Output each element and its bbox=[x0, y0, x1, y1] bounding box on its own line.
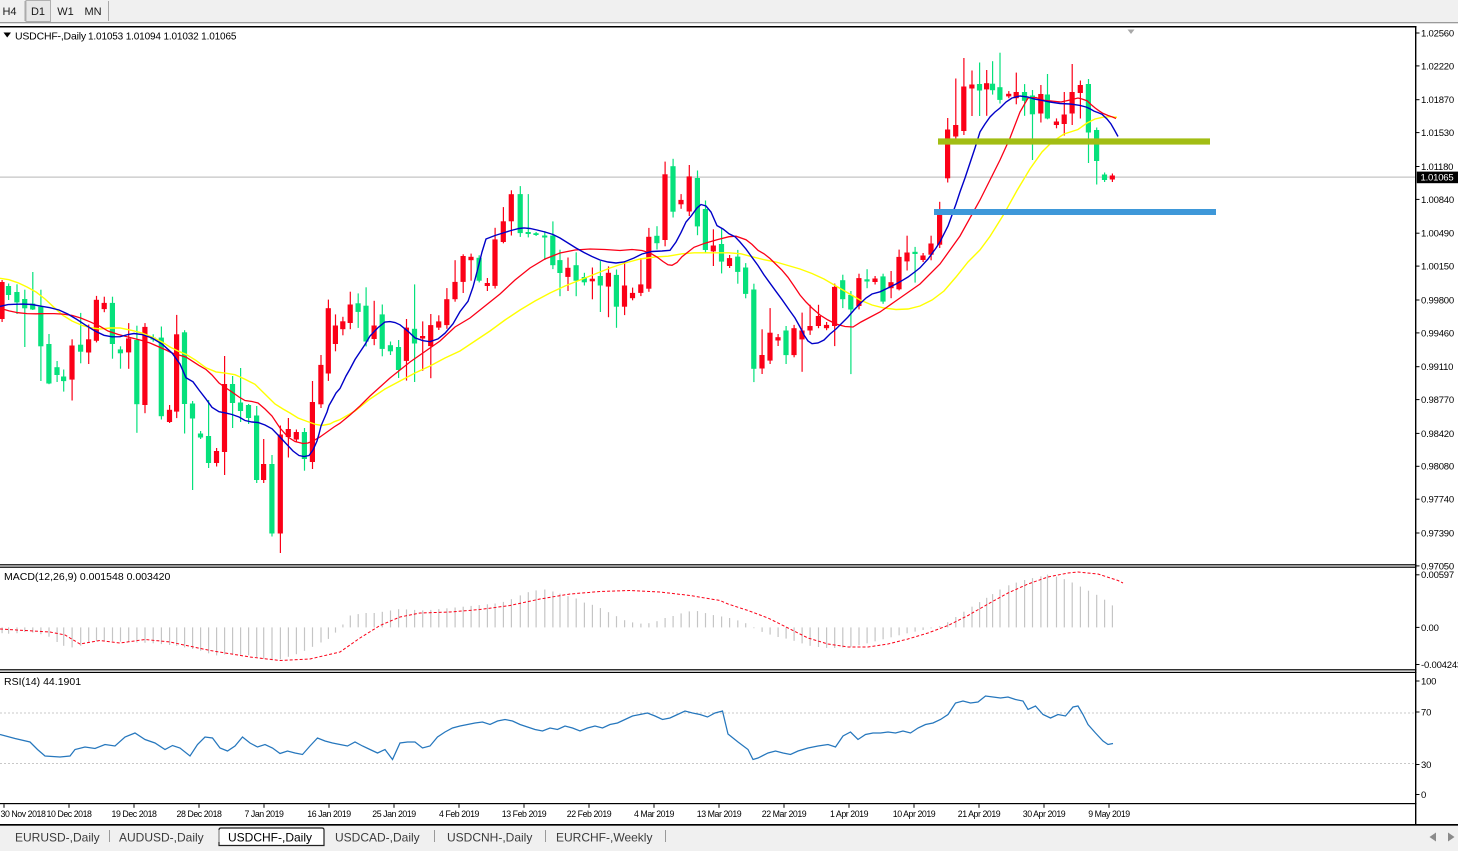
svg-text:EURCHF-,Weekly: EURCHF-,Weekly bbox=[556, 831, 652, 845]
svg-text:0.97050: 0.97050 bbox=[1421, 561, 1454, 572]
svg-text:0.97740: 0.97740 bbox=[1421, 495, 1454, 506]
svg-text:EURUSD-,Daily: EURUSD-,Daily bbox=[15, 831, 100, 845]
svg-text:1.02220: 1.02220 bbox=[1421, 61, 1454, 72]
svg-text:0.97390: 0.97390 bbox=[1421, 528, 1454, 539]
svg-text:0.99110: 0.99110 bbox=[1421, 362, 1453, 373]
svg-text:19 Dec 2018: 19 Dec 2018 bbox=[112, 809, 157, 819]
svg-text:1.02560: 1.02560 bbox=[1421, 28, 1454, 39]
svg-text:0: 0 bbox=[1421, 790, 1426, 801]
svg-text:-0.004243: -0.004243 bbox=[1421, 660, 1458, 671]
svg-text:D1: D1 bbox=[31, 6, 45, 18]
svg-text:4 Mar 2019: 4 Mar 2019 bbox=[634, 809, 675, 819]
svg-text:13 Feb 2019: 13 Feb 2019 bbox=[502, 809, 547, 819]
svg-text:AUDUSD-,Daily: AUDUSD-,Daily bbox=[119, 831, 204, 845]
svg-text:0.00597: 0.00597 bbox=[1421, 570, 1454, 581]
svg-text:1.01180: 1.01180 bbox=[1421, 162, 1453, 173]
svg-text:0.00: 0.00 bbox=[1421, 623, 1439, 634]
svg-text:25 Jan 2019: 25 Jan 2019 bbox=[372, 809, 416, 819]
svg-text:100: 100 bbox=[1421, 676, 1436, 687]
svg-text:1.01065: 1.01065 bbox=[1421, 173, 1454, 184]
svg-text:USDCNH-,Daily: USDCNH-,Daily bbox=[447, 831, 532, 845]
svg-text:0.99460: 0.99460 bbox=[1421, 328, 1454, 339]
svg-text:H4: H4 bbox=[2, 6, 16, 18]
svg-text:0.98080: 0.98080 bbox=[1421, 462, 1454, 473]
svg-text:22 Mar 2019: 22 Mar 2019 bbox=[762, 809, 807, 819]
svg-text:0.98770: 0.98770 bbox=[1421, 395, 1454, 406]
svg-text:13 Mar 2019: 13 Mar 2019 bbox=[697, 809, 742, 819]
svg-text:USDCAD-,Daily: USDCAD-,Daily bbox=[335, 831, 420, 845]
svg-text:USDCHF-,Daily: USDCHF-,Daily bbox=[15, 31, 87, 43]
svg-text:7 Jan 2019: 7 Jan 2019 bbox=[244, 809, 284, 819]
svg-text:28 Dec 2018: 28 Dec 2018 bbox=[177, 809, 222, 819]
svg-text:16 Jan 2019: 16 Jan 2019 bbox=[307, 809, 351, 819]
svg-text:1 Apr 2019: 1 Apr 2019 bbox=[830, 809, 869, 819]
svg-text:1.01530: 1.01530 bbox=[1421, 128, 1454, 139]
svg-text:30 Nov 2018: 30 Nov 2018 bbox=[1, 809, 46, 819]
svg-text:1.00150: 1.00150 bbox=[1421, 262, 1454, 273]
svg-text:0.98420: 0.98420 bbox=[1421, 429, 1454, 440]
svg-text:10 Apr 2019: 10 Apr 2019 bbox=[893, 809, 936, 819]
svg-text:22 Feb 2019: 22 Feb 2019 bbox=[567, 809, 612, 819]
svg-text:1.00490: 1.00490 bbox=[1421, 229, 1454, 240]
svg-text:MN: MN bbox=[84, 6, 101, 18]
svg-text:MACD(12,26,9) 0.001548 0.00342: MACD(12,26,9) 0.001548 0.003420 bbox=[4, 571, 171, 583]
svg-text:10 Dec 2018: 10 Dec 2018 bbox=[47, 809, 92, 819]
svg-text:W1: W1 bbox=[57, 6, 74, 18]
svg-text:30 Apr 2019: 30 Apr 2019 bbox=[1023, 809, 1066, 819]
svg-text:RSI(14) 44.1901: RSI(14) 44.1901 bbox=[4, 676, 81, 688]
svg-text:0.99800: 0.99800 bbox=[1421, 295, 1454, 306]
svg-text:30: 30 bbox=[1421, 760, 1431, 771]
svg-text:1.01053 1.01094 1.01032 1.0106: 1.01053 1.01094 1.01032 1.01065 bbox=[88, 32, 237, 43]
svg-text:70: 70 bbox=[1421, 707, 1431, 718]
svg-text:USDCHF-,Daily: USDCHF-,Daily bbox=[228, 831, 312, 845]
svg-text:21 Apr 2019: 21 Apr 2019 bbox=[958, 809, 1001, 819]
svg-text:1.01870: 1.01870 bbox=[1421, 95, 1454, 106]
svg-text:4 Feb 2019: 4 Feb 2019 bbox=[439, 809, 480, 819]
svg-text:9 May 2019: 9 May 2019 bbox=[1088, 809, 1130, 819]
svg-text:1.00840: 1.00840 bbox=[1421, 195, 1454, 206]
